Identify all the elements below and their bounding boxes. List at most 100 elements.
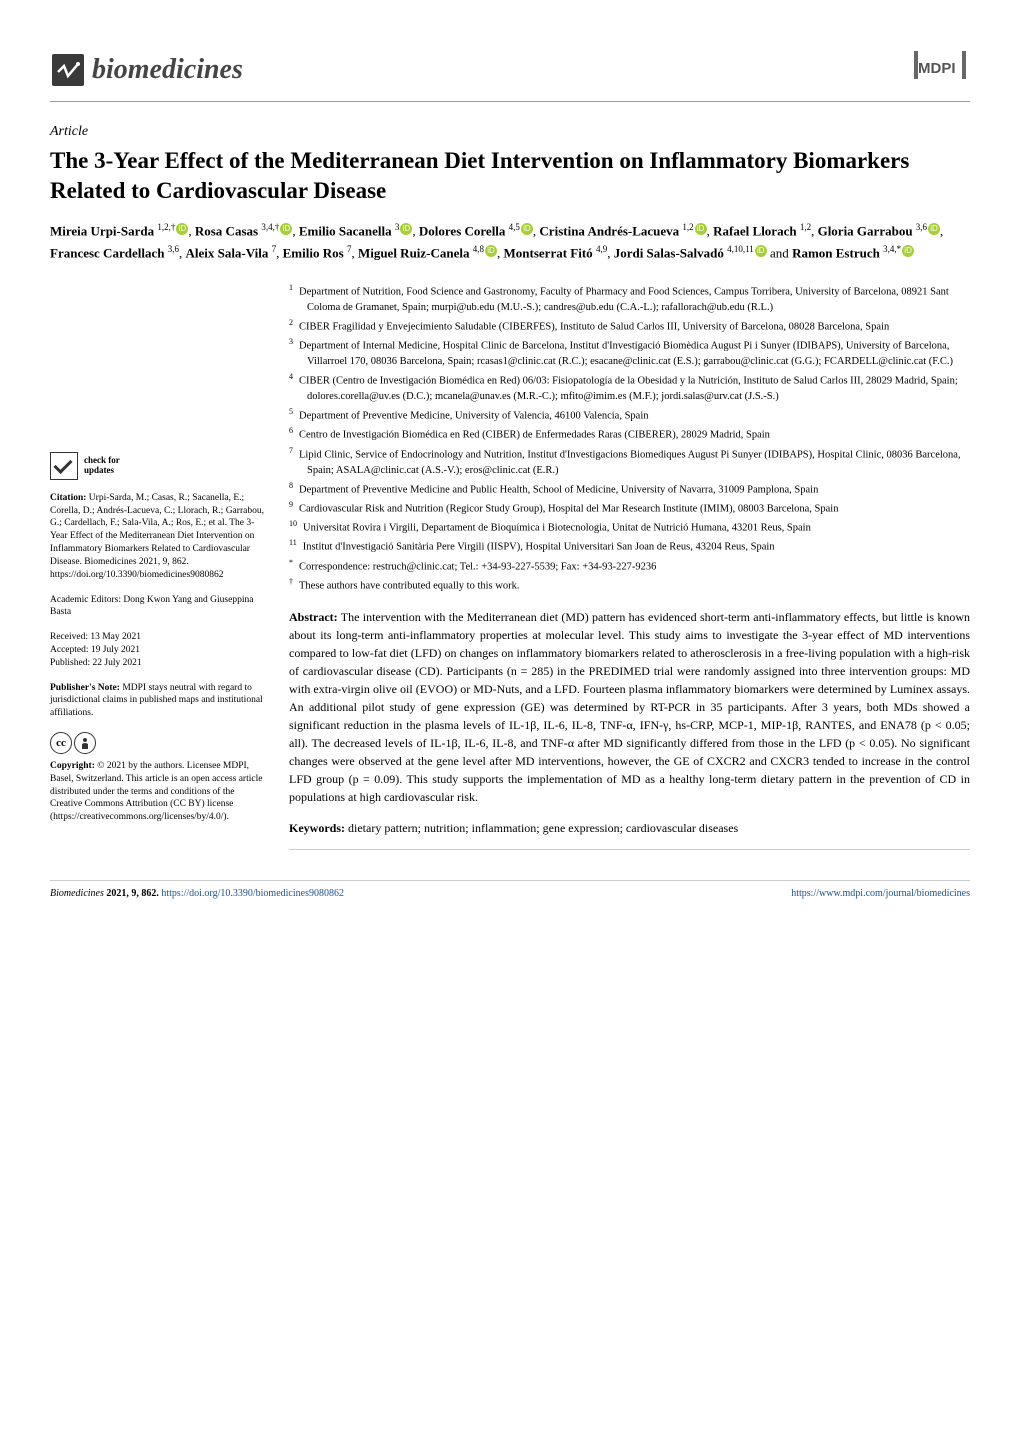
page-header: biomedicines MDPI xyxy=(50,50,970,102)
affiliation-number: 2 xyxy=(289,318,293,327)
orcid-icon[interactable]: iD xyxy=(928,223,940,235)
dates-block: Received: 13 May 2021 Accepted: 19 July … xyxy=(50,631,265,669)
keyword-separator xyxy=(289,849,970,850)
affiliation-text: Lipid Clinic, Service of Endocrinology a… xyxy=(299,449,961,476)
article-type: Article xyxy=(50,122,970,142)
received-date: 13 May 2021 xyxy=(90,632,141,642)
keywords-label: Keywords: xyxy=(289,821,345,835)
footer-doi-link[interactable]: https://doi.org/10.3390/biomedicines9080… xyxy=(161,888,344,899)
editors-block: Academic Editors: Dong Kwon Yang and Giu… xyxy=(50,594,265,620)
page-footer: Biomedicines 2021, 9, 862. https://doi.o… xyxy=(50,880,970,901)
affiliation-number: 11 xyxy=(289,538,297,547)
check-updates-label: check forupdates xyxy=(84,456,120,476)
citation-block: Citation: Urpi-Sarda, M.; Casas, R.; Sac… xyxy=(50,492,265,582)
author-name: Francesc Cardellach xyxy=(50,245,168,260)
orcid-icon[interactable]: iD xyxy=(695,223,707,235)
publisher-logo: MDPI xyxy=(914,51,970,88)
cc-logo: cc xyxy=(50,732,96,754)
affiliation-number: † xyxy=(289,577,293,586)
author-affil-sup: 7 xyxy=(347,244,352,254)
journal-logo-block: biomedicines xyxy=(50,50,243,89)
author-affil-sup: 3 xyxy=(395,222,400,232)
affiliation-number: 10 xyxy=(289,519,297,528)
author-affil-sup: 1,2 xyxy=(800,222,811,232)
affiliation-number: 9 xyxy=(289,500,293,509)
footer-journal: Biomedicines xyxy=(50,888,104,899)
author-affil-sup: 4,9 xyxy=(596,244,607,254)
abstract-section: Abstract: The intervention with the Medi… xyxy=(289,608,970,806)
footer-journal-link[interactable]: https://www.mdpi.com/journal/biomedicine… xyxy=(791,888,970,899)
affiliation-item: 5Department of Preventive Medicine, Univ… xyxy=(289,406,970,424)
affiliation-text: Cardiovascular Risk and Nutrition (Regic… xyxy=(299,503,838,514)
affiliation-item: † These authors have contributed equally … xyxy=(289,576,970,594)
orcid-icon[interactable]: iD xyxy=(176,223,188,235)
affiliation-text: CIBER (Centro de Investigación Biomédica… xyxy=(299,376,958,403)
affiliation-text: Institut d'Investigació Sanitària Pere V… xyxy=(303,542,775,553)
check-icon xyxy=(50,452,78,480)
author-affil-sup: 1,2,† xyxy=(157,222,175,232)
affiliation-item: 10 Universitat Rovira i Virgili, Departam… xyxy=(289,518,970,536)
page-container: biomedicines MDPI Article The 3-Year Eff… xyxy=(0,0,1020,941)
author-name: Montserrat Fitó xyxy=(504,245,596,260)
svg-text:MDPI: MDPI xyxy=(918,60,956,77)
journal-name: biomedicines xyxy=(92,50,243,89)
orcid-icon[interactable]: iD xyxy=(902,245,914,257)
check-updates-badge[interactable]: check forupdates xyxy=(50,452,265,480)
sidebar: check forupdates Citation: Urpi-Sarda, M… xyxy=(50,282,265,850)
citation-label: Citation: xyxy=(50,493,86,503)
author-affil-sup: 4,10,11 xyxy=(727,244,754,254)
orcid-icon[interactable]: iD xyxy=(485,245,497,257)
affiliation-item: 8Department of Preventive Medicine and P… xyxy=(289,480,970,498)
affiliation-number: 6 xyxy=(289,426,293,435)
citation-text: Urpi-Sarda, M.; Casas, R.; Sacanella, E.… xyxy=(50,493,264,580)
affiliation-number: 4 xyxy=(289,372,293,381)
orcid-icon[interactable]: iD xyxy=(755,245,767,257)
published-date: 22 July 2021 xyxy=(93,658,142,668)
affiliation-item: 1 Department of Nutrition, Food Science a… xyxy=(289,282,970,316)
author-affil-sup: 7 xyxy=(272,244,277,254)
author-affil-sup: 3,4,* xyxy=(883,244,901,254)
author-affil-sup: 4,8 xyxy=(473,244,484,254)
received-label: Received: xyxy=(50,632,88,642)
author-name: Emilio Sacanella xyxy=(299,223,395,238)
affiliation-text: CIBER Fragilidad y Envejecimiento Saluda… xyxy=(299,321,889,332)
affiliation-item: 2 CIBER Fragilidad y Envejecimiento Salud… xyxy=(289,317,970,335)
orcid-icon[interactable]: iD xyxy=(521,223,533,235)
author-name: Gloria Garrabou xyxy=(818,223,916,238)
author-affil-sup: 1,2 xyxy=(682,222,693,232)
author-name: Rosa Casas xyxy=(195,223,261,238)
author-affil-sup: 3,6 xyxy=(168,244,179,254)
author-name: Rafael Llorach xyxy=(713,223,800,238)
author-name: Dolores Corella xyxy=(419,223,509,238)
by-icon xyxy=(74,732,96,754)
accepted-label: Accepted: xyxy=(50,645,89,655)
orcid-icon[interactable]: iD xyxy=(400,223,412,235)
footer-right: https://www.mdpi.com/journal/biomedicine… xyxy=(791,887,970,901)
footer-left: Biomedicines 2021, 9, 862. https://doi.o… xyxy=(50,887,344,901)
two-column-layout: check forupdates Citation: Urpi-Sarda, M… xyxy=(50,282,970,850)
affiliation-text: Department of Nutrition, Food Science an… xyxy=(299,286,949,313)
cc-icon: cc xyxy=(50,732,72,754)
affiliation-number: 1 xyxy=(289,283,293,292)
affiliation-text: Department of Internal Medicine, Hospita… xyxy=(299,341,953,368)
author-affil-sup: 3,6 xyxy=(916,222,927,232)
affiliation-item: 11 Institut d'Investigació Sanitària Pere… xyxy=(289,537,970,555)
affiliation-number: 3 xyxy=(289,337,293,346)
affiliation-text: Universitat Rovira i Virgili, Departamen… xyxy=(303,523,811,534)
affiliation-text: These authors have contributed equally t… xyxy=(299,580,519,591)
author-name: Ramon Estruch xyxy=(792,245,883,260)
copyright-label: Copyright: xyxy=(50,761,95,771)
author-name: Mireia Urpi-Sarda xyxy=(50,223,157,238)
author-name: Cristina Andrés-Lacueva xyxy=(539,223,682,238)
author-affil-sup: 3,4,† xyxy=(261,222,279,232)
editors-label: Academic Editors: xyxy=(50,595,121,605)
orcid-icon[interactable]: iD xyxy=(280,223,292,235)
footer-year-vol: 2021, 9, 862. xyxy=(106,888,159,899)
abstract-body: The intervention with the Mediterranean … xyxy=(289,610,970,804)
keywords-text: dietary pattern; nutrition; inflammation… xyxy=(348,821,738,835)
license-block: cc Copyright: © 2021 by the authors. Lic… xyxy=(50,732,265,824)
affiliation-text: Correspondence: restruch@clinic.cat; Tel… xyxy=(299,561,656,572)
affiliation-text: Centro de Investigación Biomédica en Red… xyxy=(299,430,770,441)
affiliation-number: 7 xyxy=(289,446,293,455)
affiliation-item: 9 Cardiovascular Risk and Nutrition (Regi… xyxy=(289,499,970,517)
